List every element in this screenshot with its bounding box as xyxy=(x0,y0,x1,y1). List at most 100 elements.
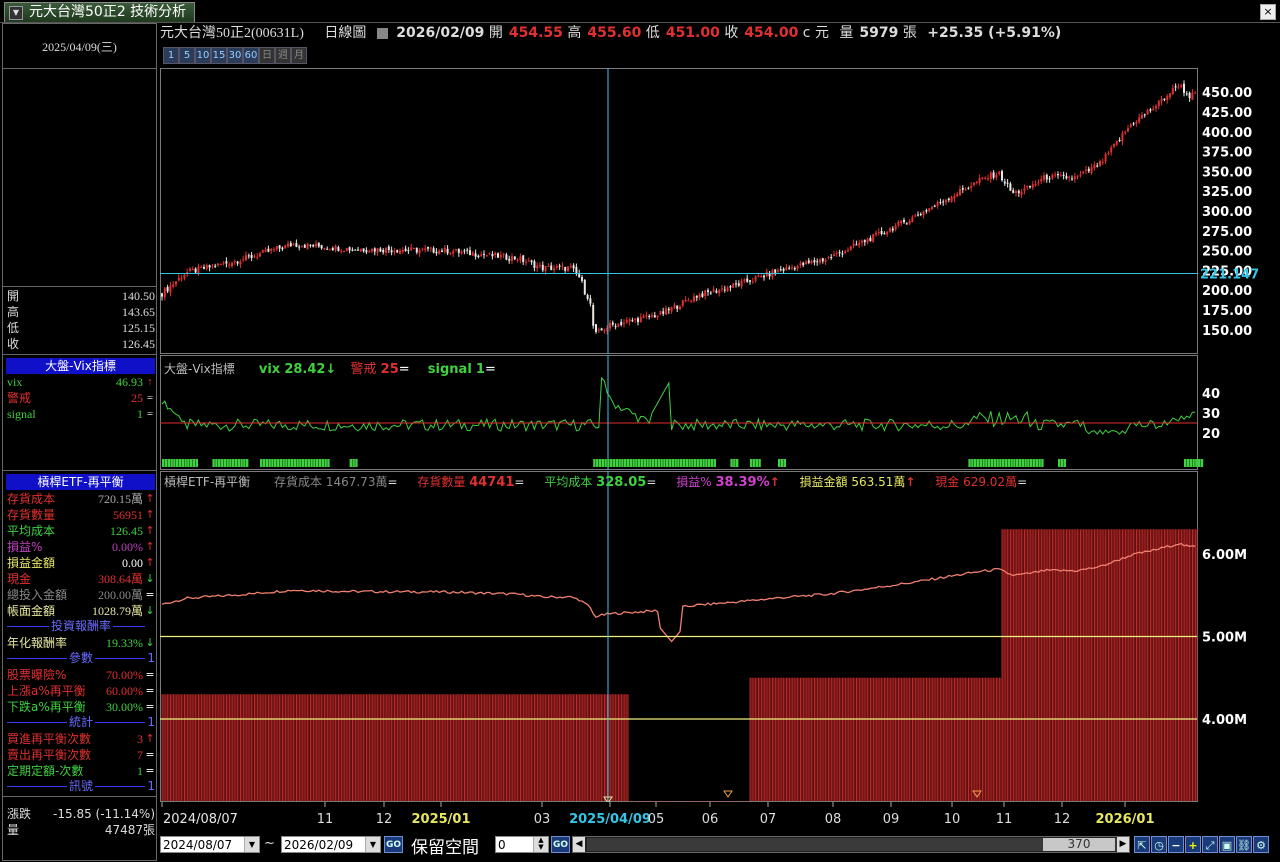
candle-body xyxy=(947,198,950,201)
close-icon[interactable]: × xyxy=(1260,4,1276,20)
clock-icon[interactable]: ◷ xyxy=(1151,836,1167,853)
scroll-track[interactable] xyxy=(587,838,1117,851)
chart-scrollbar[interactable]: ◀ 370 ▶ xyxy=(572,836,1130,853)
signal-mark xyxy=(708,459,711,467)
fullscreen-icon[interactable]: ▣ xyxy=(1219,836,1235,853)
cash-bar xyxy=(195,694,198,801)
tab-technical-analysis[interactable]: ▼ 元大台灣50正2 技術分析 xyxy=(4,2,196,22)
cash-bar xyxy=(562,694,565,801)
candle-body xyxy=(522,255,525,262)
signal-mark xyxy=(713,459,716,467)
candle-body xyxy=(894,225,897,230)
candle-body xyxy=(242,259,245,261)
vix-pane[interactable] xyxy=(160,355,1198,470)
candle-body xyxy=(670,307,673,312)
go-date-button[interactable]: GO xyxy=(384,836,403,853)
signal-mark xyxy=(598,459,602,467)
candle-body xyxy=(735,283,737,285)
period-button[interactable]: 15 xyxy=(211,47,227,64)
go-reserve-button[interactable]: GO xyxy=(551,836,570,853)
signal-mark xyxy=(274,459,277,467)
zoom-in-icon[interactable]: + xyxy=(1185,836,1201,853)
reserve-space-value: 0 xyxy=(498,838,506,852)
vix-section-header[interactable]: 大盤-Vix指標 xyxy=(6,358,155,374)
candle-body xyxy=(925,210,928,212)
candle-body xyxy=(625,320,628,323)
warn-legend-arrow: = xyxy=(398,362,410,377)
period-button[interactable]: 30 xyxy=(227,47,243,64)
candle-body xyxy=(1020,191,1023,195)
candle-body xyxy=(354,249,357,251)
candle-body xyxy=(673,305,676,308)
candle-body xyxy=(852,243,855,246)
scroll-thumb[interactable]: 370 xyxy=(1043,838,1115,851)
candle-body xyxy=(897,221,900,226)
cash-bar xyxy=(1195,529,1198,801)
chevron-down-icon[interactable]: ▼ xyxy=(244,837,259,852)
period-button[interactable]: 1 xyxy=(163,47,179,64)
cash-bar xyxy=(1018,529,1021,801)
period-dropdown-icon[interactable] xyxy=(376,27,388,39)
cash-bar xyxy=(268,694,271,801)
cash-bar xyxy=(358,694,361,801)
cash-bar xyxy=(229,694,232,801)
etf-row-value: 56951 xyxy=(113,508,143,522)
price-pane[interactable] xyxy=(160,68,1198,354)
cash-bar xyxy=(926,677,929,801)
etf-section-header[interactable]: 槓桿ETF-再平衡 xyxy=(6,474,155,490)
candle-body xyxy=(1040,179,1043,182)
divider xyxy=(3,68,156,69)
period-button[interactable]: 60 xyxy=(243,47,259,64)
end-date-picker[interactable]: 2026/02/09 ▼ xyxy=(281,836,381,853)
candle-body xyxy=(757,275,760,277)
period-button[interactable]: 10 xyxy=(195,47,211,64)
period-button[interactable]: 週 xyxy=(275,47,291,64)
candle-body xyxy=(917,214,919,216)
candle-body xyxy=(208,265,211,268)
volume-value: 47487張 xyxy=(104,823,155,837)
signal-mark xyxy=(276,459,280,467)
candle-body xyxy=(418,249,421,254)
period-button[interactable]: 日 xyxy=(259,47,275,64)
cash-bar xyxy=(890,677,893,801)
candle-body xyxy=(995,175,998,178)
candle-body xyxy=(572,265,575,269)
link-icon[interactable]: ⛓ xyxy=(1236,836,1252,853)
cash-bar xyxy=(593,694,596,801)
fit-icon[interactable]: ⤢ xyxy=(1202,836,1218,853)
candle-body xyxy=(191,269,194,271)
candle-body xyxy=(665,308,667,315)
pl-legend-value: 38.39% xyxy=(715,475,770,490)
scroll-left-icon[interactable]: ◀ xyxy=(573,837,585,852)
start-date-picker[interactable]: 2024/08/07 ▼ xyxy=(160,836,260,853)
cash-bar xyxy=(839,677,842,801)
high-label: 高 xyxy=(567,25,582,41)
cash-bar xyxy=(307,694,310,801)
candle-body xyxy=(614,326,617,328)
candle-body xyxy=(642,315,645,318)
stat-row: 買進再平衡次數 3 ↑ xyxy=(7,731,155,747)
period-button[interactable]: 5 xyxy=(179,47,195,64)
spinner-icon[interactable]: ▲ ▼ xyxy=(533,837,548,852)
chevron-down-icon[interactable]: ▼ xyxy=(365,837,380,852)
cash-bar xyxy=(887,677,890,801)
candle-body xyxy=(933,205,936,207)
low-value: 451.00 xyxy=(665,25,720,41)
candle-body xyxy=(1068,176,1071,178)
scroll-right-icon[interactable]: ▶ xyxy=(1117,837,1129,852)
cash-bar xyxy=(428,694,431,801)
cash-bar xyxy=(545,694,548,801)
cash-bar xyxy=(321,694,324,801)
candle-body xyxy=(334,245,337,250)
settings-icon[interactable]: ⚙ xyxy=(1253,836,1269,853)
etf-row-arrow: ↑ xyxy=(145,508,155,521)
tab-menu-icon[interactable]: ▼ xyxy=(9,6,23,20)
expand-icon[interactable]: ⇱ xyxy=(1134,836,1150,853)
zoom-out-icon[interactable]: − xyxy=(1168,836,1184,853)
period-button[interactable]: 月 xyxy=(291,47,307,64)
reserve-space-input[interactable]: 0 ▲ ▼ xyxy=(495,836,549,853)
candle-body xyxy=(855,244,858,246)
cash-bar xyxy=(1052,529,1055,801)
cash-bar xyxy=(918,677,921,801)
